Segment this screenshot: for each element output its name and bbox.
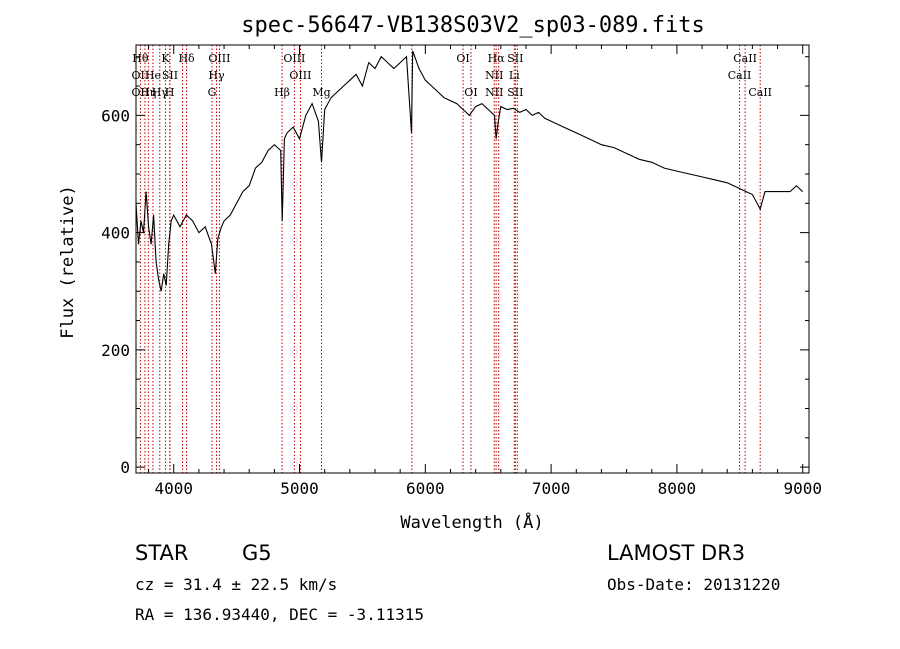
ra-dec: RA = 136.93440, DEC = -3.11315 xyxy=(135,605,424,624)
line-label: H xyxy=(165,86,175,99)
line-label: OI xyxy=(456,52,469,65)
line-label: CaII xyxy=(748,86,772,99)
line-label: SII xyxy=(507,86,523,99)
line-label: Mg xyxy=(312,86,330,99)
survey-name: LAMOST DR3 xyxy=(607,541,746,565)
y-tick-label: 400 xyxy=(101,224,130,243)
line-label: He xyxy=(145,69,161,82)
line-label: Hγ xyxy=(208,69,225,82)
line-label: NII xyxy=(485,69,503,82)
y-tick-label: 0 xyxy=(120,458,130,477)
line-label: CaII xyxy=(733,52,757,65)
line-label: Hα xyxy=(488,52,506,65)
line-label: SII xyxy=(162,69,178,82)
line-label: Hβ xyxy=(274,86,290,99)
x-tick-label: 6000 xyxy=(406,479,445,498)
redshift-cz: cz = 31.4 ± 22.5 km/s xyxy=(135,575,338,594)
line-label: CaII xyxy=(728,69,752,82)
line-label: OIII xyxy=(283,52,305,65)
line-label: K xyxy=(161,52,170,65)
line-label: OIII xyxy=(289,69,311,82)
line-label: OI xyxy=(464,86,477,99)
x-tick-label: 5000 xyxy=(280,479,319,498)
line-label: Hγ xyxy=(152,86,169,99)
line-label: NII xyxy=(485,86,503,99)
line-label: Li xyxy=(509,69,520,82)
y-axis-label: Flux (relative) xyxy=(58,185,78,339)
plot-frame xyxy=(135,44,810,474)
line-label: SII xyxy=(507,52,523,65)
x-tick-label: 4000 xyxy=(154,479,193,498)
x-axis: 4000 5000 6000 7000 8000 9000 xyxy=(148,45,822,498)
obs-date: Obs-Date: 20131220 xyxy=(607,575,781,594)
x-axis-label: Wavelength (Å) xyxy=(400,511,543,533)
line-markers xyxy=(139,45,761,473)
y-tick-label: 200 xyxy=(101,341,130,360)
y-tick-label: 600 xyxy=(101,106,130,125)
line-label: OIII xyxy=(208,52,230,65)
y-axis: 0 200 400 600 xyxy=(101,56,809,477)
spectrum-series xyxy=(135,50,804,292)
line-label: Hη xyxy=(140,86,156,99)
chart-title: spec-56647-VB138S03V2_sp03-089.fits xyxy=(241,13,705,38)
x-tick-label: 8000 xyxy=(658,479,697,498)
line-label: G xyxy=(208,86,217,99)
object-class: STAR xyxy=(135,541,189,565)
line-labels: HθOIIOIIHηHeHγKHSIIHδGHγOIIIHβOIIIOIIIMg… xyxy=(132,52,772,99)
line-label: Hδ xyxy=(178,52,195,65)
object-subclass: G5 xyxy=(242,541,272,565)
x-tick-label: 7000 xyxy=(532,479,571,498)
line-label: Hθ xyxy=(132,52,149,65)
x-tick-label: 9000 xyxy=(783,479,822,498)
